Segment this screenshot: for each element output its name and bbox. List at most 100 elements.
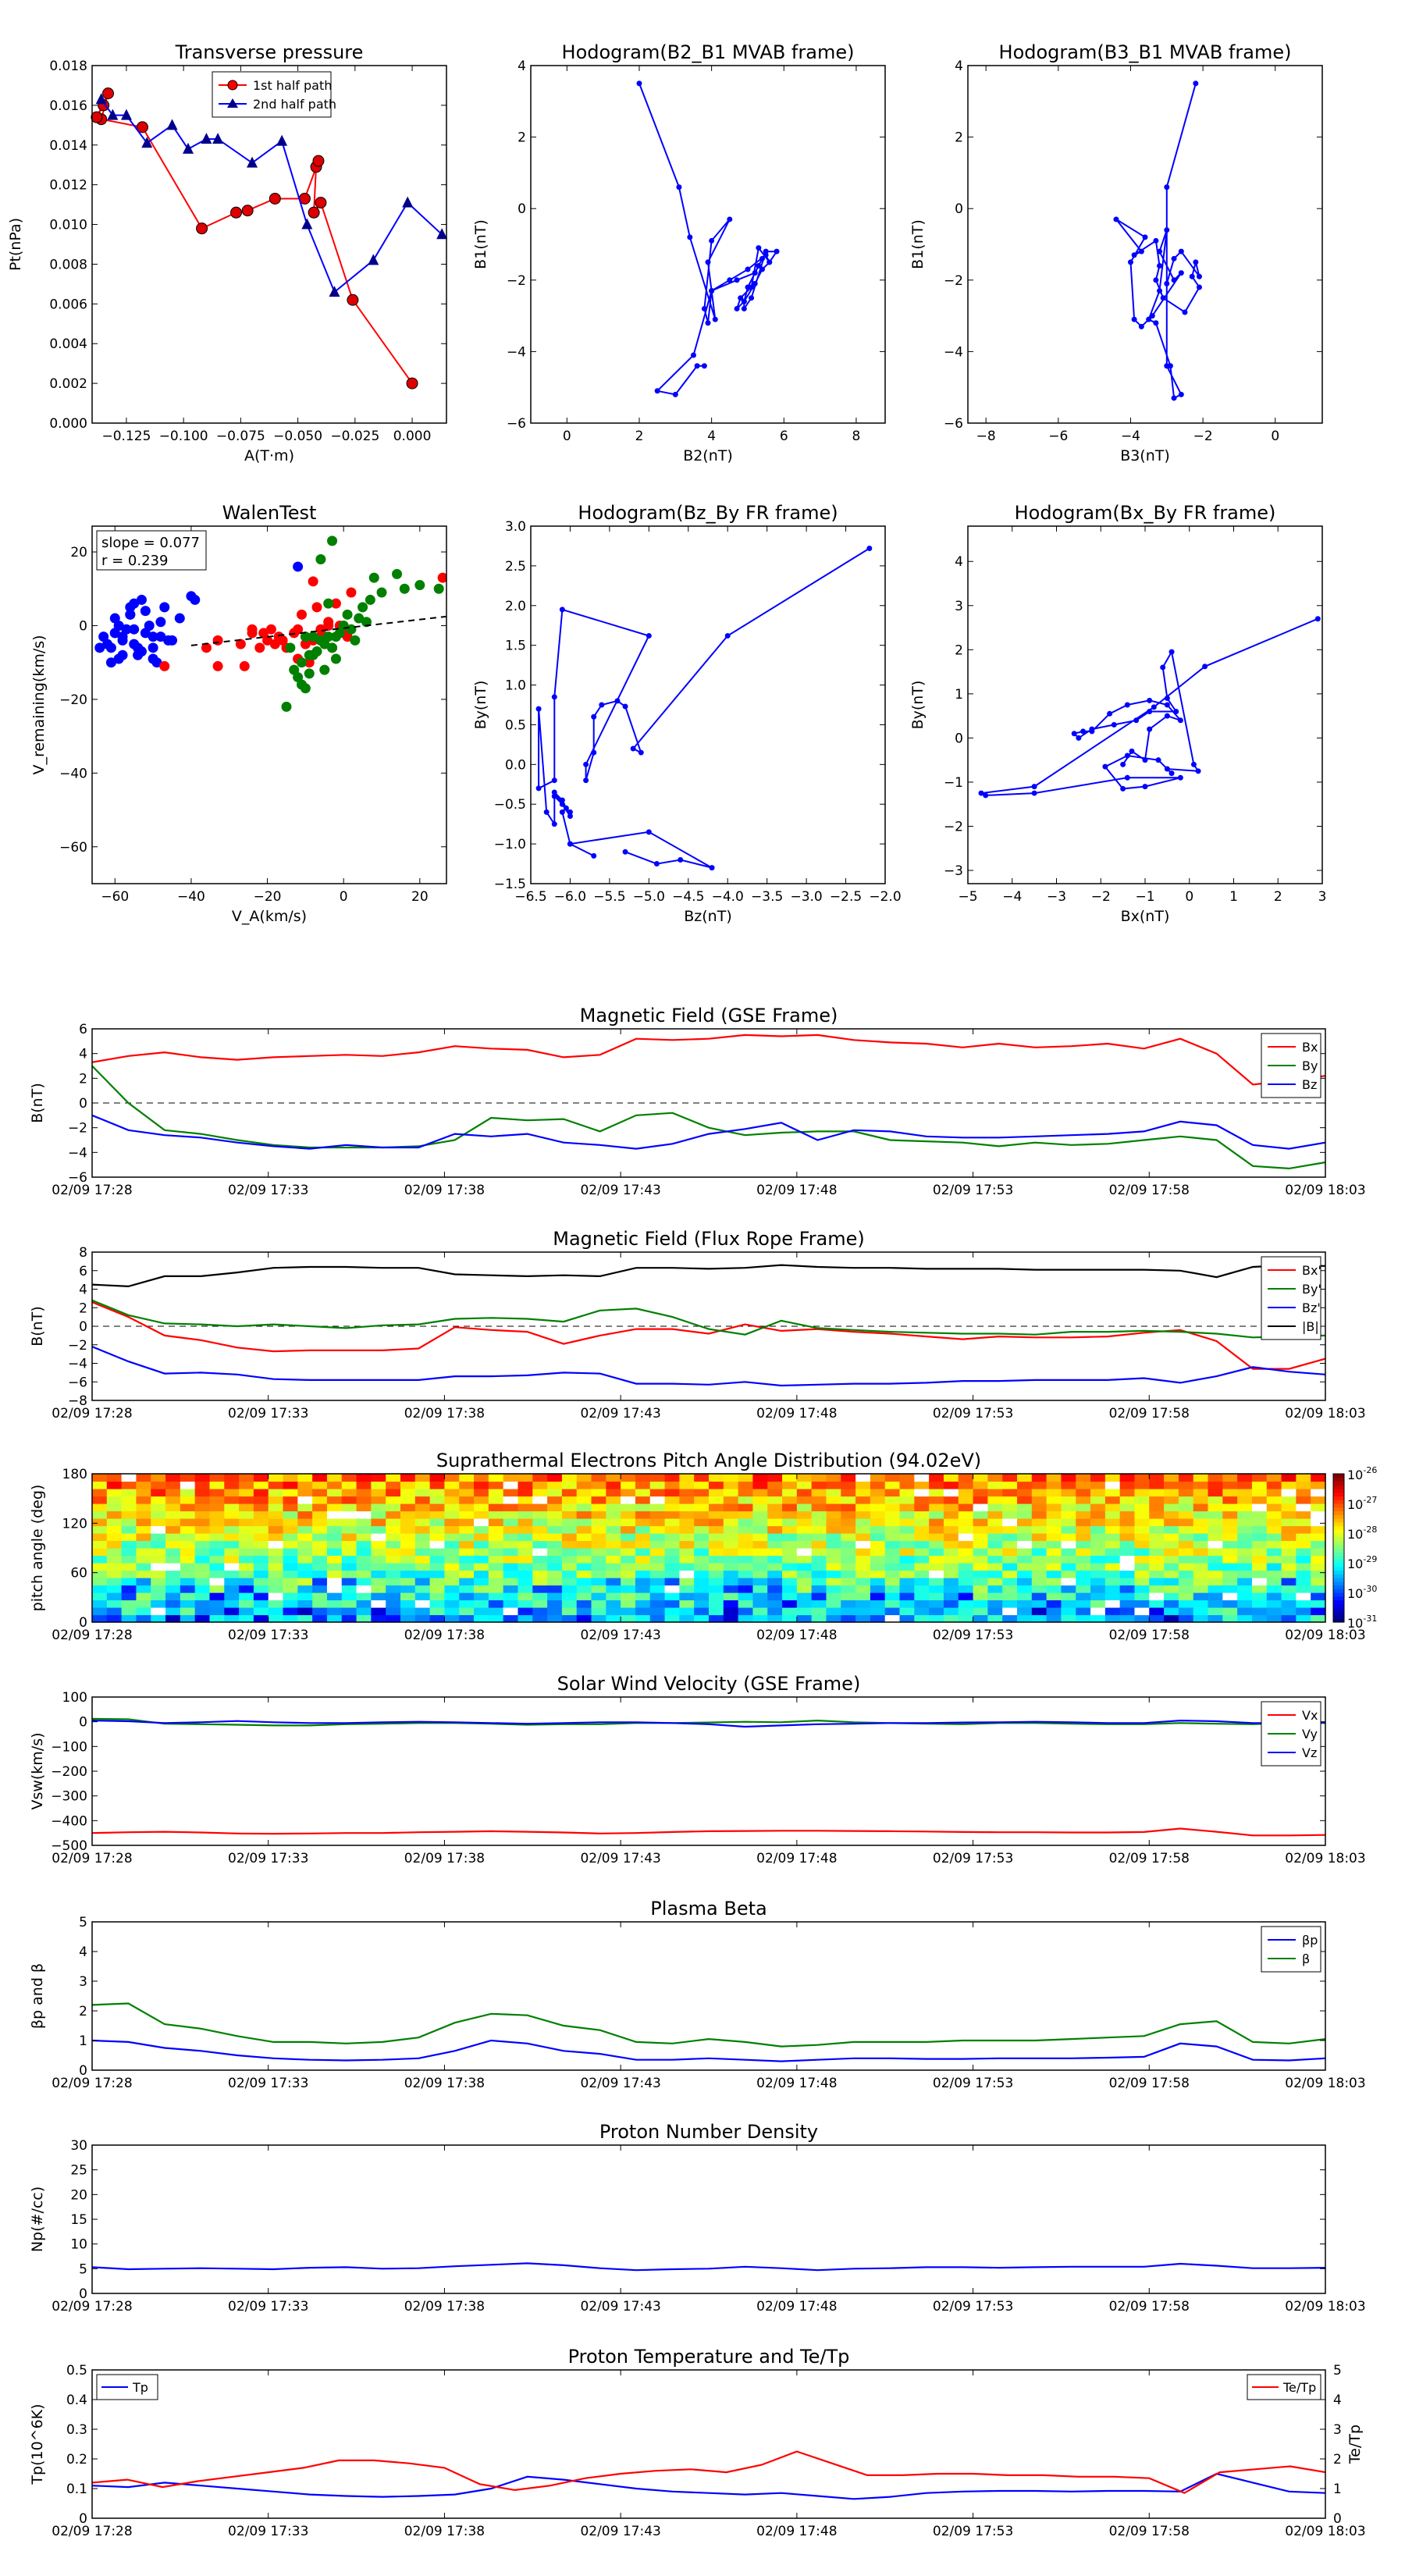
heatmap-cell xyxy=(1090,1578,1106,1586)
heatmap-cell xyxy=(914,1578,930,1586)
heatmap-cell xyxy=(239,1489,254,1497)
data-point xyxy=(559,607,565,613)
data-point xyxy=(368,254,379,265)
data-point xyxy=(1138,248,1144,254)
heatmap-cell xyxy=(326,1481,343,1489)
heatmap-cell xyxy=(870,1570,886,1578)
heatmap-cell xyxy=(429,1474,446,1482)
heatmap-cell xyxy=(268,1555,284,1564)
heatmap-cell xyxy=(253,1578,269,1586)
data-point xyxy=(102,639,113,649)
heatmap-cell xyxy=(1251,1518,1268,1527)
heatmap-cell xyxy=(782,1614,798,1623)
heatmap-cell xyxy=(1046,1533,1062,1542)
heatmap-cell xyxy=(414,1489,431,1497)
y2-tick-label: 2 xyxy=(1333,2452,1342,2467)
heatmap-cell xyxy=(1031,1599,1048,1608)
heatmap-cell xyxy=(914,1496,930,1504)
heatmap-cell xyxy=(297,1555,313,1564)
heatmap-cell xyxy=(635,1503,651,1512)
heatmap-cell xyxy=(1119,1563,1136,1571)
heatmap-cell xyxy=(929,1474,944,1482)
time-tick-label: 02/09 17:43 xyxy=(580,1628,660,1643)
heatmap-cell xyxy=(1266,1599,1282,1608)
heatmap-cell xyxy=(400,1540,416,1549)
heatmap-cell xyxy=(297,1525,313,1534)
heatmap-cell xyxy=(547,1578,563,1586)
heatmap-cell xyxy=(136,1474,151,1482)
heatmap-cell xyxy=(694,1607,710,1616)
heatmap-cell xyxy=(576,1489,592,1497)
heatmap-cell xyxy=(194,1555,211,1564)
heatmap-cell xyxy=(767,1518,783,1527)
heatmap-cell xyxy=(987,1503,1003,1512)
data-point xyxy=(559,797,565,803)
x-tick-label: 2 xyxy=(1274,889,1282,905)
data-point xyxy=(1080,728,1087,735)
heatmap-cell xyxy=(1046,1474,1062,1482)
heatmap-cell xyxy=(826,1510,841,1519)
colorbar-cell xyxy=(1333,1485,1344,1489)
data-point xyxy=(1195,768,1201,774)
data-point xyxy=(694,363,700,369)
heatmap-cell xyxy=(92,1518,108,1527)
heatmap-cell xyxy=(1222,1496,1238,1504)
heatmap-cell xyxy=(987,1510,1003,1519)
heatmap-cell xyxy=(591,1607,606,1616)
heatmap-cell xyxy=(738,1533,754,1542)
heatmap-cell xyxy=(297,1496,313,1504)
heatmap-cell xyxy=(1178,1518,1194,1527)
heatmap-cell xyxy=(606,1548,621,1557)
heatmap-cell xyxy=(1208,1563,1223,1571)
colorbar-cell xyxy=(1333,1548,1344,1553)
heatmap-cell xyxy=(796,1599,813,1608)
y-tick-label: 120 xyxy=(62,1516,87,1532)
heatmap-cell xyxy=(884,1510,901,1519)
heatmap-cell xyxy=(1178,1540,1194,1549)
x-tick-label: 0 xyxy=(340,889,348,905)
heatmap-cell xyxy=(796,1481,813,1489)
panel-title: Magnetic Field (GSE Frame) xyxy=(580,1005,838,1026)
panel-title: Magnetic Field (Flux Rope Frame) xyxy=(553,1228,864,1250)
heatmap-cell xyxy=(884,1503,901,1512)
data-point xyxy=(311,646,322,657)
y-tick-label: −6 xyxy=(68,1375,87,1390)
data-point xyxy=(866,545,873,551)
heatmap-cell xyxy=(796,1563,813,1571)
heatmap-cell xyxy=(341,1533,357,1542)
colorbar-cell xyxy=(1333,1525,1344,1530)
heatmap-cell xyxy=(151,1510,166,1519)
data-point xyxy=(315,197,327,209)
heatmap-cell xyxy=(694,1474,710,1482)
heatmap-cell xyxy=(106,1481,123,1489)
data-point xyxy=(727,216,733,222)
data-point xyxy=(724,632,731,639)
heatmap-cell xyxy=(474,1474,489,1482)
heatmap-cell xyxy=(958,1481,974,1489)
heatmap-cell xyxy=(943,1533,959,1542)
heatmap-cell xyxy=(796,1510,813,1519)
data-point xyxy=(678,856,684,863)
data-point xyxy=(983,792,989,799)
heatmap-cell xyxy=(709,1599,724,1608)
time-tick-label: 02/09 17:33 xyxy=(228,1406,308,1421)
heatmap-cell xyxy=(444,1592,460,1601)
heatmap-cell xyxy=(136,1599,151,1608)
heatmap-cell xyxy=(929,1540,944,1549)
legend xyxy=(212,71,332,118)
heatmap-cell xyxy=(136,1555,151,1564)
heatmap-cell xyxy=(1178,1474,1194,1482)
data-point xyxy=(117,649,128,660)
heatmap-cell xyxy=(1193,1474,1209,1482)
y-tick-label: −4 xyxy=(944,344,963,360)
data-point xyxy=(105,657,116,668)
heatmap-cell xyxy=(1281,1481,1297,1489)
heatmap-cell xyxy=(1149,1607,1165,1616)
time-tick-label: 02/09 17:53 xyxy=(933,2076,1013,2091)
heatmap-cell xyxy=(180,1481,196,1489)
heatmap-cell xyxy=(414,1578,431,1586)
heatmap-cell xyxy=(811,1525,827,1534)
y-tick-label: 0.008 xyxy=(49,257,87,272)
heatmap-cell xyxy=(826,1489,841,1497)
heatmap-cell xyxy=(782,1525,798,1534)
